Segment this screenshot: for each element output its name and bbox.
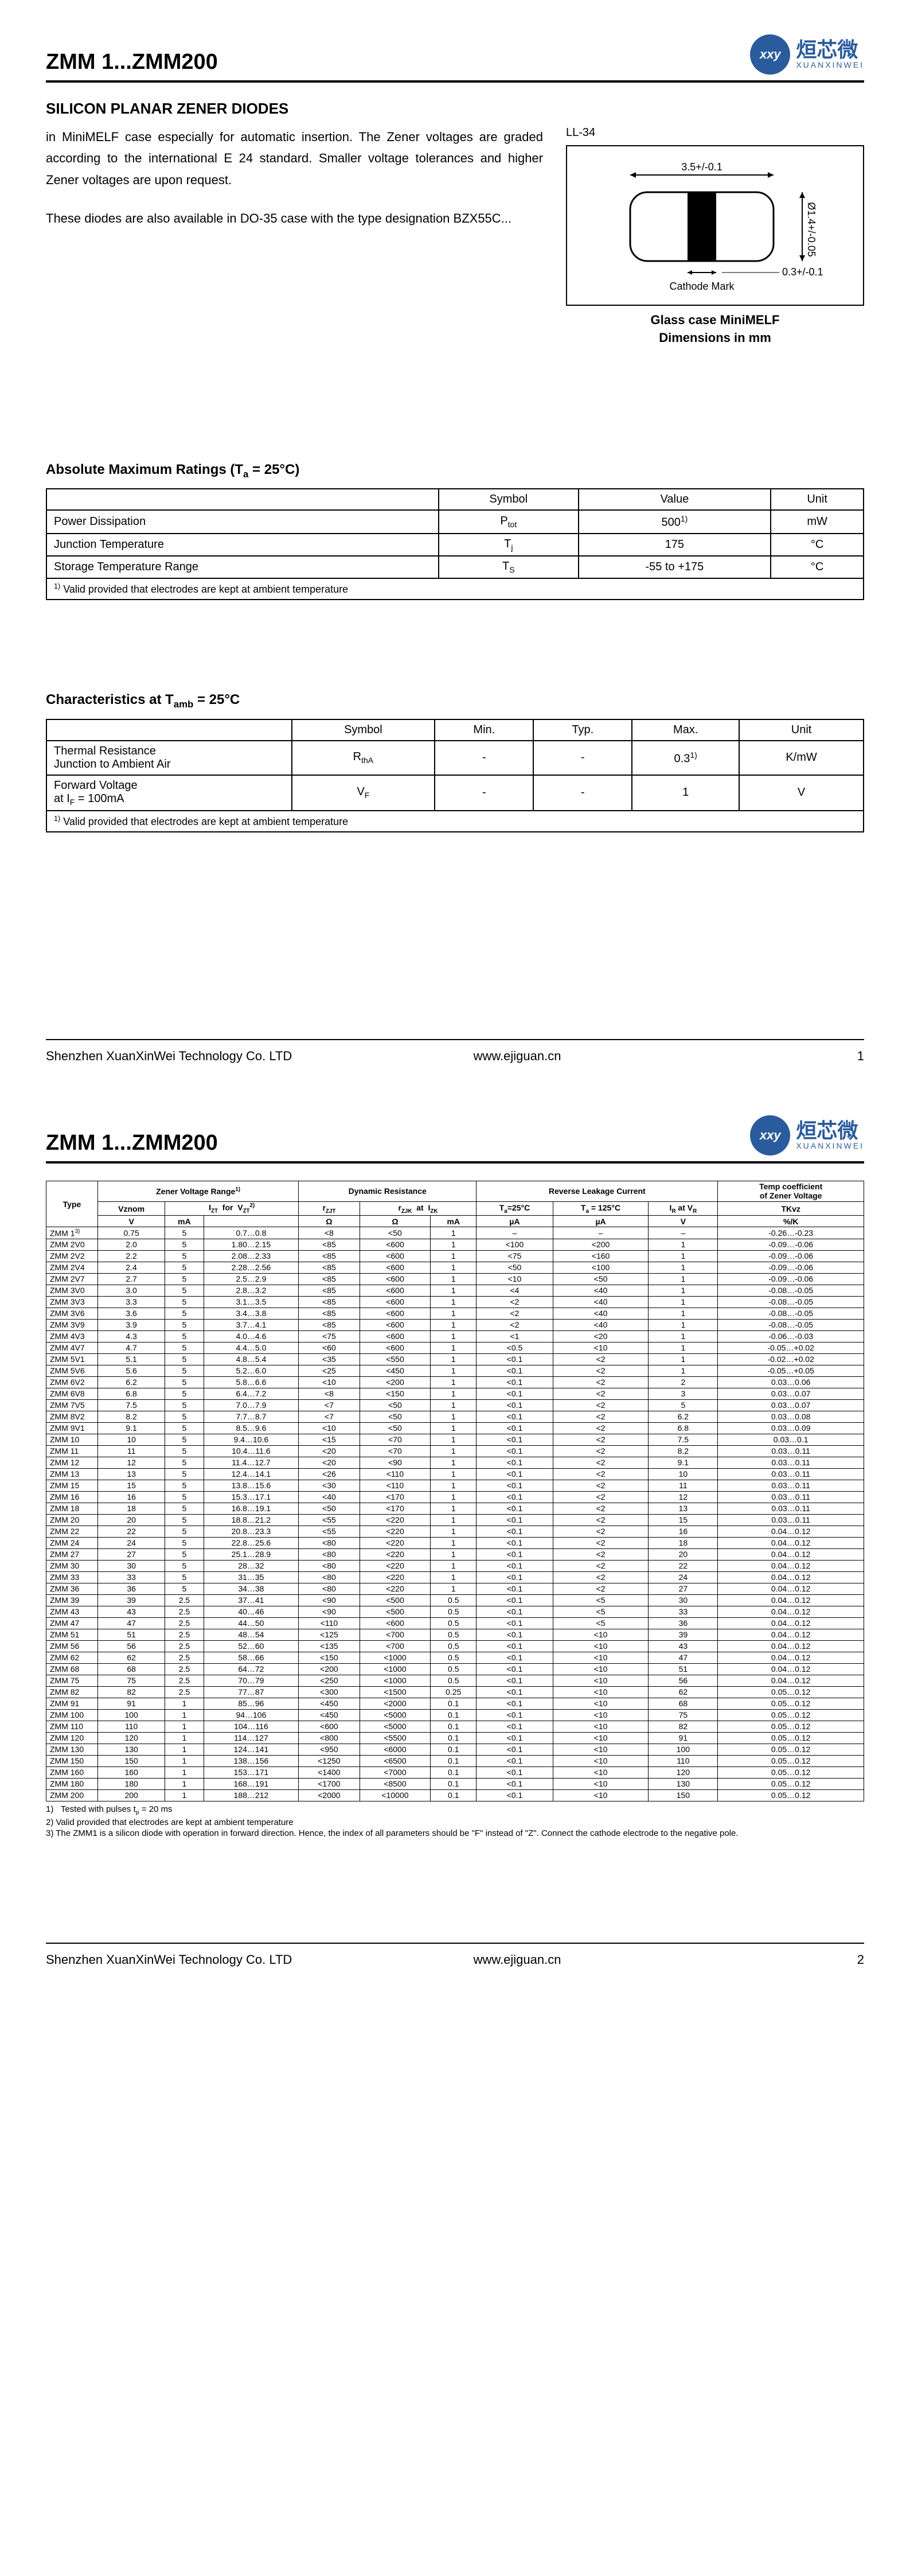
page-header: ZMM 1...ZMM200 xxy 烜芯微 XUANXINWEI (46, 34, 864, 83)
page-1: ZMM 1...ZMM200 xxy 烜芯微 XUANXINWEI SILICO… (0, 0, 910, 1081)
table-row: ZMM 9V19.158.5…9.6<10<501<0.1<26.80.03…0… (46, 1422, 864, 1434)
table-row: ZMM 1501501138…156<1250<65000.1<0.1<1011… (46, 1755, 864, 1766)
table-row: ZMM 1212511.4…12.7<20<901<0.1<29.10.03…0… (46, 1457, 864, 1468)
table-row: ZMM 3V33.353.1…3.5<85<6001<2<401-0.08…-0… (46, 1296, 864, 1308)
table-row: ZMM 1111510.4…11.6<20<701<0.1<28.20.03…0… (46, 1445, 864, 1457)
table-row: ZMM 4V74.754.4…5.0<60<6001<0.5<101-0.05…… (46, 1342, 864, 1353)
table-row: ZMM 1101101104…116<600<50000.1<0.1<10820… (46, 1721, 864, 1732)
intro-block: in MiniMELF case especially for automati… (46, 126, 864, 347)
table-row: ZMM 82822.577…87<300<15000.25<0.1<10620.… (46, 1686, 864, 1698)
intro-text: in MiniMELF case especially for automati… (46, 126, 543, 347)
table-row: ZMM 3333531…35<80<2201<0.1<2240.04…0.12 (46, 1571, 864, 1583)
dim-band: 0.3+/-0.1 (782, 266, 823, 278)
dim-height: Ø1.4+/-0.05 (806, 202, 817, 257)
table-row: ZMM 1818516.8…19.1<50<1701<0.1<2130.03…0… (46, 1503, 864, 1514)
page-footer: Shenzhen XuanXinWei Technology Co. LTD w… (46, 1039, 864, 1064)
page-number: 2 (857, 1952, 864, 1967)
footer-url: www.ejiguan.cn (474, 1952, 561, 1967)
table-row: Thermal ResistanceJunction to Ambient Ai… (46, 741, 864, 775)
package-diagram: LL-34 3.5+/-0.1 Ø1.4+/-0.05 (566, 126, 864, 347)
table-row: ZMM 1616515.3…17.1<40<1701<0.1<2120.03…0… (46, 1491, 864, 1503)
doc-title: ZMM 1...ZMM200 (46, 50, 218, 75)
table-row: ZMM 47472.544…50<110<6000.5<0.1<5360.04…… (46, 1617, 864, 1629)
table-row: ZMM 39392.537…41<90<5000.5<0.1<5300.04…0… (46, 1594, 864, 1606)
ratings-table: Symbol Value Unit Power Dissipation Ptot… (46, 488, 864, 600)
table-row: ZMM 1313512.4…14.1<26<1101<0.1<2100.03…0… (46, 1468, 864, 1480)
table-row: Power Dissipation Ptot 5001) mW (46, 510, 864, 534)
table-row: ZMM 1515513.8…15.6<30<1101<0.1<2110.03…0… (46, 1480, 864, 1491)
table-row: ZMM 2V72.752.5…2.9<85<6001<10<501-0.09…-… (46, 1273, 864, 1285)
characteristics-table: Symbol Min. Typ. Max. Unit Thermal Resis… (46, 719, 864, 832)
table-row: ZMM 3V03.052.8…3.2<85<6001<4<401-0.08…-0… (46, 1285, 864, 1296)
table-row: ZMM 2002001188…212<2000<100000.1<0.1<101… (46, 1789, 864, 1801)
dim-width: 3.5+/-0.1 (681, 161, 722, 173)
page-header: ZMM 1...ZMM200 xxy 烜芯微 XUANXINWEI (46, 1115, 864, 1164)
table-footnote: 1) Valid provided that electrodes are ke… (46, 578, 864, 600)
parts-table: Type Zener Voltage Range1) Dynamic Resis… (46, 1181, 864, 1801)
table-row: ZMM 100100194…106<450<50000.1<0.1<10750.… (46, 1709, 864, 1721)
subtitle: SILICON PLANAR ZENER DIODES (46, 100, 864, 118)
cathode-label: Cathode Mark (669, 281, 735, 292)
table-footnote: 1) Valid provided that electrodes are ke… (46, 811, 864, 832)
table-row: ZMM 2V02.051.80…2.15<85<6001<100<2001-0.… (46, 1239, 864, 1250)
table-row: ZMM 2222520.8…23.3<55<2201<0.1<2160.04…0… (46, 1526, 864, 1537)
table-row: ZMM 2020518.8…21.2<55<2201<0.1<2150.03…0… (46, 1514, 864, 1526)
ll34-label: LL-34 (566, 126, 864, 139)
diagram-caption: Glass case MiniMELF Dimensions in mm (566, 312, 864, 347)
page-2: ZMM 1...ZMM200 xxy 烜芯微 XUANXINWEI Type Z… (0, 1081, 910, 1984)
table-row: ZMM 68682.564…72<200<10000.5<0.1<10510.0… (46, 1663, 864, 1675)
page-footer: Shenzhen XuanXinWei Technology Co. LTD w… (46, 1943, 864, 1967)
table-row: ZMM 3636534…38<80<2201<0.1<2270.04…0.12 (46, 1583, 864, 1594)
footer-company: Shenzhen XuanXinWei Technology Co. LTD (46, 1952, 292, 1967)
table-row: ZMM 9191185…96<450<20000.1<0.1<10680.05…… (46, 1698, 864, 1709)
table-row: ZMM 43432.540…46<90<5000.5<0.1<5330.04…0… (46, 1606, 864, 1617)
table-row: ZMM 2424522.8…25.6<80<2201<0.1<2180.04…0… (46, 1537, 864, 1548)
parts-notes: 1) Tested with pulses tp = 20 ms 2) Vali… (46, 1804, 864, 1839)
logo-icon: xxy (750, 34, 790, 75)
doc-title: ZMM 1...ZMM200 (46, 1131, 218, 1155)
table-row: ZMM 5V15.154.8…5.4<35<5501<0.1<21-0.02…+… (46, 1353, 864, 1365)
table-row: ZMM 3V63.653.4…3.8<85<6001<2<401-0.08…-0… (46, 1308, 864, 1319)
table-row: ZMM 7V57.557.0…7.9<7<501<0.1<250.03…0.07 (46, 1399, 864, 1411)
table-row: ZMM 1201201114…127<800<55000.1<0.1<10910… (46, 1732, 864, 1744)
logo-cn: 烜芯微 (796, 1120, 864, 1141)
table-row: Forward Voltageat IF = 100mA VF - - 1 V (46, 775, 864, 811)
page-number: 1 (857, 1049, 864, 1064)
table-row: ZMM 8V28.257.7…8.7<7<501<0.1<26.20.03…0.… (46, 1411, 864, 1422)
table-row: ZMM 1301301124…141<950<60000.1<0.1<10100… (46, 1744, 864, 1755)
logo-icon: xxy (750, 1115, 790, 1155)
ratings-title: Absolute Maximum Ratings (Ta = 25°C) (46, 462, 864, 480)
chars-title: Characteristics at Tamb = 25°C (46, 692, 864, 710)
logo: xxy 烜芯微 XUANXINWEI (750, 34, 864, 75)
intro-para-1: in MiniMELF case especially for automati… (46, 126, 543, 190)
table-row: ZMM 56562.552…60<135<7000.5<0.1<10430.04… (46, 1640, 864, 1652)
logo-en: XUANXINWEI (796, 1141, 864, 1150)
table-row: ZMM 101059.4…10.6<15<701<0.1<27.50.03…0.… (46, 1434, 864, 1445)
table-row: ZMM 5V65.655.2…6.0<25<4501<0.1<21-0.05…+… (46, 1365, 864, 1376)
table-row: ZMM 2V42.452.28…2.56<85<6001<50<1001-0.0… (46, 1262, 864, 1273)
footer-company: Shenzhen XuanXinWei Technology Co. LTD (46, 1049, 292, 1064)
logo-cn: 烜芯微 (796, 40, 864, 60)
logo: xxy 烜芯微 XUANXINWEI (750, 1115, 864, 1155)
table-row: ZMM 1601601153…171<1400<70000.1<0.1<1012… (46, 1766, 864, 1778)
table-row: ZMM 2V22.252.08…2.33<85<6001<75<1601-0.0… (46, 1250, 864, 1262)
logo-en: XUANXINWEI (796, 60, 864, 69)
table-row: Storage Temperature Range TS -55 to +175… (46, 556, 864, 578)
table-row: ZMM 13)0.7550.7…0.8<8<501–––-0.26…-0.23 (46, 1227, 864, 1239)
table-row: ZMM 3V93.953.7…4.1<85<6001<2<401-0.08…-0… (46, 1319, 864, 1330)
table-row: ZMM 4V34.354.0…4.6<75<6001<1<201-0.06…-0… (46, 1330, 864, 1342)
table-row: ZMM 6V86.856.4…7.2<8<1501<0.1<230.03…0.0… (46, 1388, 864, 1399)
table-row: Junction Temperature Tj 175 °C (46, 534, 864, 556)
table-row: ZMM 3030528…32<80<2201<0.1<2220.04…0.12 (46, 1560, 864, 1571)
intro-para-2: These diodes are also available in DO-35… (46, 208, 543, 229)
table-row: ZMM 2727525.1…28.9<80<2201<0.1<2200.04…0… (46, 1548, 864, 1560)
table-row: ZMM 75752.570…79<250<10000.5<0.1<10560.0… (46, 1675, 864, 1686)
diagram-svg: 3.5+/-0.1 Ø1.4+/-0.05 0.3+/-0.1 (566, 145, 864, 306)
table-row: ZMM 51512.548…54<125<7000.5<0.1<10390.04… (46, 1629, 864, 1640)
table-row: ZMM 1801801168…191<1700<85000.1<0.1<1013… (46, 1778, 864, 1789)
footer-url: www.ejiguan.cn (474, 1049, 561, 1064)
table-row: ZMM 6V26.255.8…6.6<10<2001<0.1<220.03…0.… (46, 1376, 864, 1388)
table-row: ZMM 62622.558…66<150<10000.5<0.1<10470.0… (46, 1652, 864, 1663)
